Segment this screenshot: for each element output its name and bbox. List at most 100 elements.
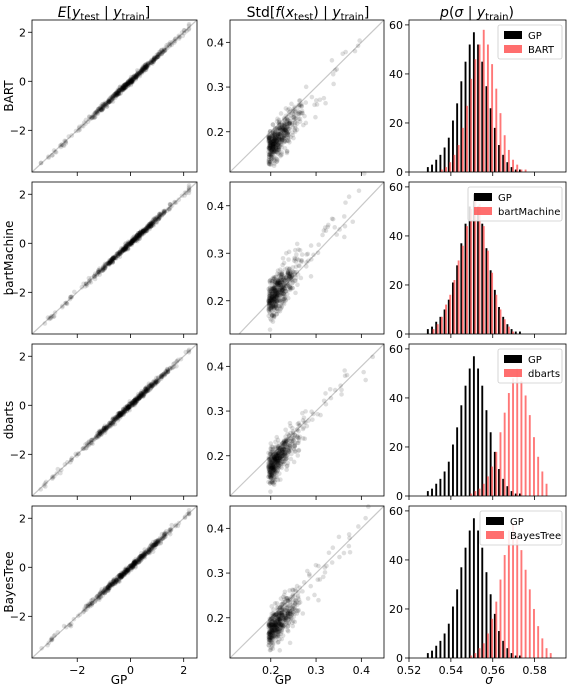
scatter-point (160, 372, 166, 378)
scatter-point (293, 109, 298, 115)
scatter-point (282, 130, 287, 136)
scatter-point (285, 117, 291, 123)
scatter-point (282, 146, 288, 151)
scatter-point (139, 69, 145, 75)
scatter-point (271, 154, 276, 160)
scatter-point (104, 102, 109, 108)
y-tick-label: 0 (19, 237, 26, 250)
scatter-point (266, 145, 272, 150)
scatter-point (135, 71, 140, 76)
scatter-point (87, 116, 92, 122)
scatter-point (274, 159, 280, 164)
scatter-point (266, 161, 272, 166)
scatter-point (357, 38, 362, 43)
scatter-point (129, 79, 135, 84)
scatter-point (112, 255, 117, 260)
scatter-point (125, 81, 130, 86)
scatter-point (285, 130, 291, 136)
scatter-point (113, 91, 118, 97)
scatter-point (272, 126, 278, 131)
scatter-point (268, 475, 274, 480)
scatter-point (139, 66, 144, 72)
legend-label-model: bartMachine (498, 207, 560, 218)
gp-bar (481, 61, 484, 173)
panel-frame (31, 19, 198, 173)
scatter-point (128, 78, 134, 84)
legend-label-model: BART (528, 45, 555, 56)
scatter-point (95, 106, 101, 112)
scatter-point (270, 134, 276, 139)
scatter-point (286, 129, 292, 134)
scatter-point (123, 82, 128, 87)
scatter-point (128, 563, 133, 569)
model-bar (461, 127, 464, 172)
scatter-point (116, 88, 122, 93)
scatter-point (180, 33, 186, 39)
model-bar (503, 555, 506, 658)
scatter-point (107, 98, 113, 104)
scatter-point (296, 111, 302, 117)
scatter-point (344, 372, 350, 378)
legend-label-gp: GP (498, 193, 512, 204)
scatter-point (268, 133, 273, 139)
scatter-point (271, 163, 277, 168)
gp-bar (510, 167, 513, 172)
y-tick-label: −2 (10, 610, 26, 623)
scatter-point (286, 126, 292, 131)
scatter-point (129, 77, 135, 82)
scatter-point (315, 250, 321, 256)
scatter-point (127, 80, 132, 86)
scatter-point (281, 133, 287, 139)
scatter-point (280, 128, 286, 133)
scatter-point (266, 145, 271, 151)
scatter-point (271, 298, 277, 304)
scatter-point (288, 134, 294, 140)
scatter-point (139, 67, 145, 73)
scatter-point (276, 146, 281, 151)
scatter-point (59, 142, 64, 147)
scatter-point (119, 87, 125, 92)
scatter-point (270, 146, 275, 152)
scatter-point (277, 137, 282, 143)
scatter-point (281, 134, 287, 139)
scatter-point (292, 605, 298, 611)
scatter-point (145, 62, 151, 68)
scatter-point (297, 247, 303, 253)
scatter-point (289, 122, 295, 128)
scatter-point (267, 159, 273, 164)
scatter-point (330, 545, 336, 551)
scatter-point (289, 594, 294, 600)
scatter-point (116, 91, 122, 97)
scatter-point (270, 139, 275, 144)
scatter-point (293, 108, 298, 114)
scatter-point (159, 47, 164, 53)
scatter-point (276, 128, 281, 134)
scatter-point (334, 67, 340, 72)
scatter-point (272, 145, 277, 150)
y-tick-label: 2 (19, 188, 26, 201)
scatter-point (295, 282, 300, 288)
scatter-point (268, 138, 274, 143)
scatter-point (277, 139, 283, 145)
scatter-point (145, 61, 151, 67)
scatter-point (115, 90, 121, 96)
scatter-point (361, 369, 366, 375)
y-tick-label: 20 (389, 279, 403, 292)
scatter-point (283, 106, 289, 111)
scatter-point (72, 289, 77, 295)
scatter-point (267, 135, 273, 141)
scatter-point (290, 125, 296, 130)
scatter-point (268, 142, 274, 148)
scatter-point (269, 148, 274, 154)
scatter-point (49, 636, 55, 642)
model-bar (512, 378, 514, 496)
y-tick-label: 60 (389, 19, 403, 32)
scatter-point (296, 102, 301, 108)
scatter-point (133, 74, 138, 79)
scatter-point (287, 119, 293, 125)
scatter-point (267, 141, 273, 147)
scatter-point (126, 80, 131, 86)
scatter-point (271, 147, 277, 153)
scatter-point (270, 143, 276, 148)
scatter-point (278, 616, 283, 622)
